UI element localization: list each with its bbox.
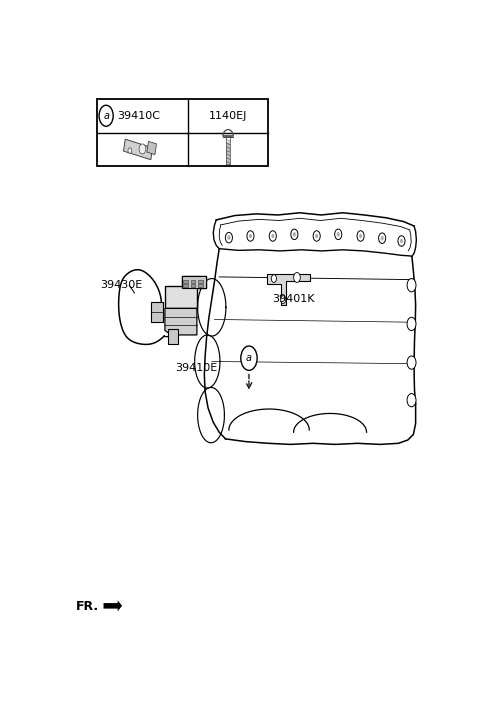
- Circle shape: [281, 296, 286, 304]
- Circle shape: [357, 230, 364, 241]
- Circle shape: [407, 356, 416, 369]
- Circle shape: [247, 230, 254, 241]
- Bar: [97, 99, 268, 167]
- Text: 39410E: 39410E: [175, 363, 217, 373]
- Polygon shape: [182, 276, 206, 288]
- Circle shape: [407, 317, 416, 330]
- Circle shape: [139, 144, 146, 154]
- Polygon shape: [165, 276, 206, 309]
- Text: 39401K: 39401K: [272, 294, 314, 304]
- Bar: [168, 329, 178, 345]
- Bar: [151, 302, 163, 322]
- Circle shape: [269, 230, 276, 241]
- Polygon shape: [147, 141, 156, 154]
- Circle shape: [228, 236, 230, 240]
- Polygon shape: [165, 309, 197, 335]
- Circle shape: [400, 239, 403, 243]
- Circle shape: [99, 106, 113, 126]
- Polygon shape: [104, 600, 122, 612]
- Circle shape: [225, 233, 232, 243]
- Circle shape: [313, 230, 320, 241]
- Circle shape: [293, 232, 296, 236]
- Circle shape: [271, 234, 274, 238]
- Circle shape: [381, 236, 384, 241]
- Text: FR.: FR.: [76, 600, 99, 613]
- Text: 1140EJ: 1140EJ: [209, 111, 247, 121]
- Circle shape: [379, 233, 386, 243]
- Circle shape: [241, 346, 257, 370]
- Polygon shape: [267, 274, 311, 305]
- Bar: [183, 284, 188, 287]
- Circle shape: [315, 234, 318, 238]
- Circle shape: [128, 148, 132, 154]
- Bar: [226, 142, 230, 164]
- Bar: [191, 279, 195, 283]
- Text: a: a: [246, 353, 252, 363]
- Text: 39410C: 39410C: [117, 111, 160, 121]
- Text: a: a: [103, 111, 109, 121]
- Circle shape: [294, 272, 300, 282]
- Circle shape: [249, 234, 252, 238]
- Bar: [198, 279, 203, 283]
- Circle shape: [407, 279, 416, 292]
- Circle shape: [335, 229, 342, 240]
- Circle shape: [271, 275, 276, 282]
- Circle shape: [407, 393, 416, 407]
- Bar: [191, 284, 195, 287]
- Circle shape: [337, 232, 340, 236]
- Bar: [183, 279, 188, 283]
- Bar: [198, 284, 203, 287]
- Circle shape: [398, 236, 405, 246]
- Text: 39430E: 39430E: [100, 280, 143, 290]
- Circle shape: [291, 229, 298, 240]
- Circle shape: [359, 234, 362, 238]
- Polygon shape: [123, 139, 153, 159]
